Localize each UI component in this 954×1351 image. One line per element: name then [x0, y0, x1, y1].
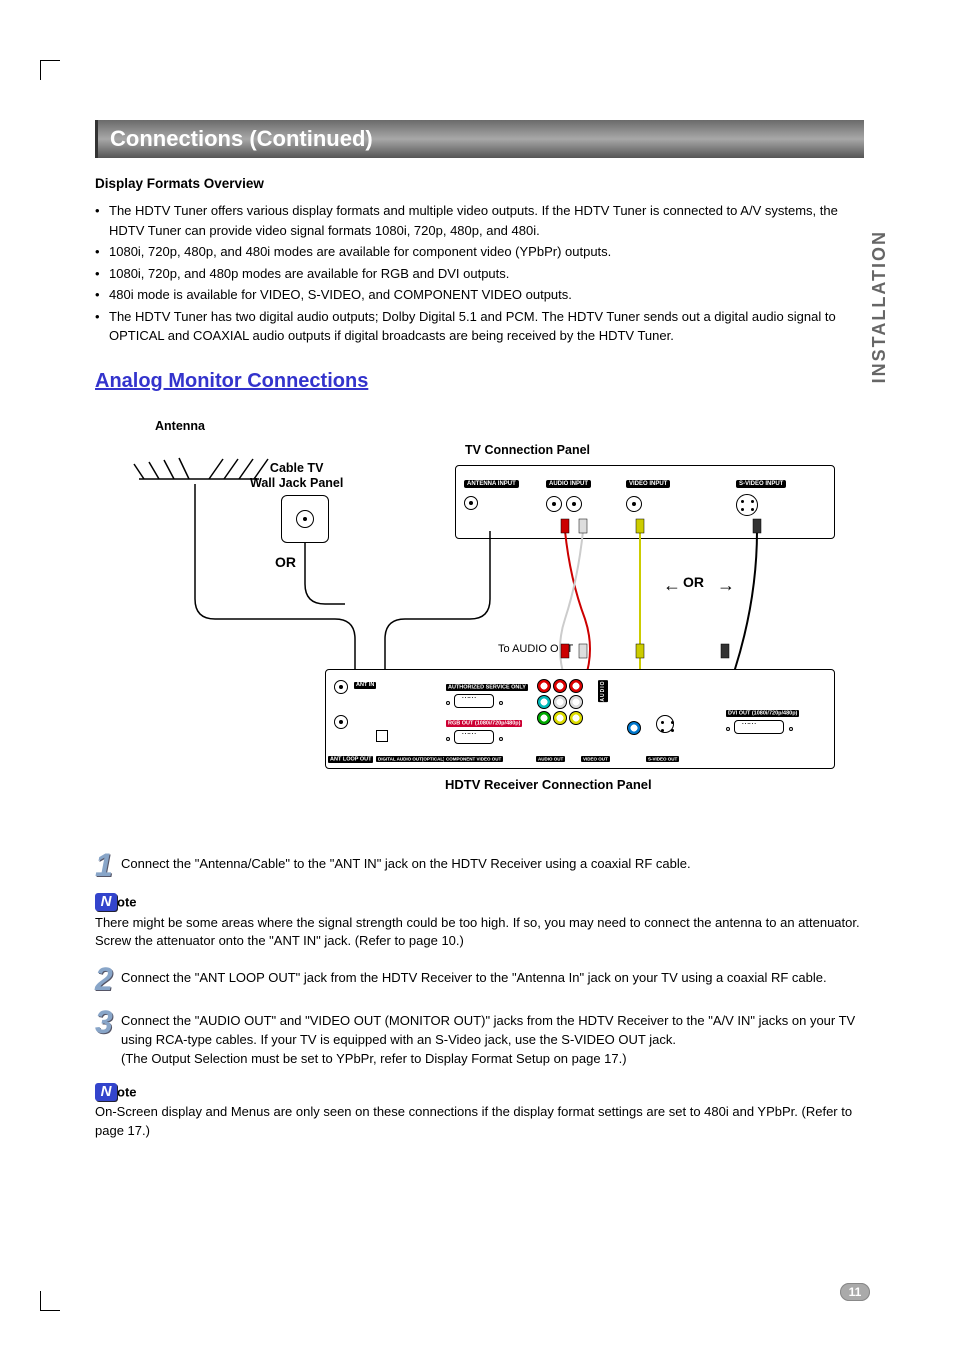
rca-jack: [569, 695, 583, 709]
hdtv-receiver-panel: ANT IN ANT LOOP OUT DIGITAL AUDIO OUT(OP…: [325, 669, 835, 769]
dvi-out-label: DVI OUT (1080i/720p/480p): [726, 710, 799, 717]
step-text: Connect the "Antenna/Cable" to the "ANT …: [121, 851, 691, 874]
crop-mark-tl: [40, 60, 60, 80]
step-2: 2 Connect the "ANT LOOP OUT" jack from t…: [95, 965, 864, 994]
rca-jack: [569, 679, 583, 693]
wall-jack-panel: [281, 495, 329, 543]
note-icon: N: [95, 1083, 117, 1101]
sub-section-title: Analog Monitor Connections: [95, 370, 864, 393]
note-icon: N: [95, 893, 117, 911]
connection-diagram: Antenna Cable TV Wall Jack Panel TV Conn…: [95, 419, 855, 839]
ant-in-jack: [334, 680, 348, 694]
rca-jack: [553, 679, 567, 693]
ant-loop-jack: [334, 715, 348, 729]
crop-mark-bl: [40, 1291, 60, 1311]
antenna-input-jack: [464, 496, 478, 510]
to-audio-out-label: To AUDIO OUT: [498, 643, 573, 655]
page-number: 11: [840, 1283, 870, 1301]
port-label-audio: AUDIO INPUT: [546, 480, 591, 488]
rca-jack: [553, 711, 567, 725]
digital-audio-label: DIGITAL AUDIO OUT(OPTICAL): [376, 756, 447, 762]
arrow-right-icon: →: [717, 575, 735, 596]
port-label-antenna: ANTENNA INPUT: [464, 480, 519, 488]
bullet-item: 1080i, 720p, and 480p modes are availabl…: [95, 264, 864, 284]
antenna-label: Antenna: [155, 419, 205, 433]
side-tab-installation: INSTALLATION: [869, 230, 890, 383]
receiver-caption: HDTV Receiver Connection Panel: [445, 777, 652, 792]
service-label: AUTHORIZED SERVICE ONLY: [446, 684, 528, 691]
step-1: 1 Connect the "Antenna/Cable" to the "AN…: [95, 851, 864, 880]
component-label: COMPONENT VIDEO OUT: [444, 756, 503, 762]
rca-jack: [537, 695, 551, 709]
rgb-out-label: RGB OUT (1080i/720p/480p): [446, 720, 522, 727]
step-number-icon: 1: [95, 851, 121, 880]
or-label-right: OR: [683, 574, 704, 590]
audio-in-r-jack: [566, 496, 582, 512]
note-suffix: ote: [117, 895, 137, 910]
cabletv-l1: Cable TV: [270, 461, 324, 475]
tv-connection-panel: ANTENNA INPUT AUDIO INPUT VIDEO INPUT S-…: [455, 465, 835, 539]
dvi-port: [734, 720, 784, 734]
note-1: Note There might be some areas where the…: [95, 893, 864, 951]
port-label-video: VIDEO INPUT: [626, 480, 670, 488]
audio-side-label: AUDIO: [598, 680, 608, 702]
step-number-icon: 2: [95, 965, 121, 994]
note-text: There might be some areas where the sign…: [95, 914, 864, 952]
arrow-left-icon: ←: [663, 575, 681, 596]
audio-out-label: AUDIO OUT: [536, 756, 565, 762]
bullet-item: The HDTV Tuner offers various display fo…: [95, 201, 864, 240]
bullet-item: The HDTV Tuner has two digital audio out…: [95, 307, 864, 346]
port-label-svideo: S-VIDEO INPUT: [736, 480, 786, 488]
bullet-item: 480i mode is available for VIDEO, S-VIDE…: [95, 285, 864, 305]
rca-jack: [537, 679, 551, 693]
note-suffix: ote: [117, 1084, 137, 1099]
step-text: Connect the "ANT LOOP OUT" jack from the…: [121, 965, 827, 988]
rca-jack: [553, 695, 567, 709]
note-2: Note On-Screen display and Menus are onl…: [95, 1083, 864, 1141]
rca-jack: [569, 711, 583, 725]
audio-in-l-jack: [546, 496, 562, 512]
antenna-icon: [129, 439, 269, 489]
step-3: 3 Connect the "AUDIO OUT" and "VIDEO OUT…: [95, 1008, 864, 1069]
service-port: [454, 694, 494, 708]
video-in-jack: [626, 496, 642, 512]
rgb-port: [454, 730, 494, 744]
svideo-in-jack: [736, 494, 758, 516]
overview-heading: Display Formats Overview: [95, 176, 864, 191]
note-text: On-Screen display and Menus are only see…: [95, 1103, 864, 1141]
svideo-out-label: S-VIDEO OUT: [646, 756, 679, 762]
section-header: Connections (Continued): [95, 120, 864, 158]
ant-loop-label: ANT LOOP OUT: [328, 756, 373, 763]
rca-jack: [537, 711, 551, 725]
video-out-label: VIDEO OUT: [581, 756, 610, 762]
bullet-item: 1080i, 720p, 480p, and 480i modes are av…: [95, 242, 864, 262]
optical-jack: [376, 730, 388, 742]
overview-bullets: The HDTV Tuner offers various display fo…: [95, 201, 864, 346]
ant-in-label: ANT IN: [354, 682, 376, 689]
tv-panel-label: TV Connection Panel: [465, 443, 590, 457]
svideo-out-jack: [656, 715, 674, 733]
step-number-icon: 3: [95, 1008, 121, 1037]
step-text: Connect the "AUDIO OUT" and "VIDEO OUT (…: [121, 1008, 864, 1069]
rca-jack: [627, 721, 641, 735]
or-label-left: OR: [275, 554, 296, 570]
